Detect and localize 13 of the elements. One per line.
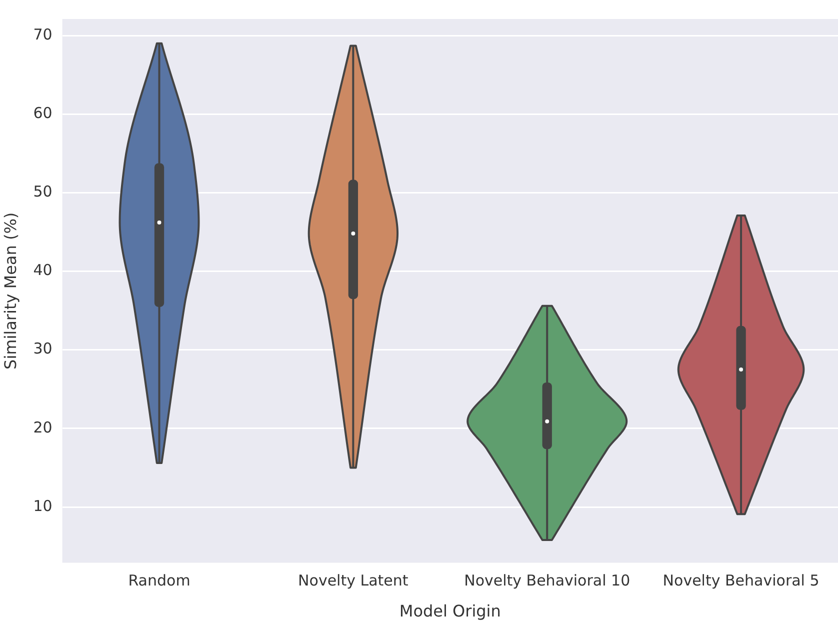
y-tick-label: 40 [33, 261, 52, 280]
x-tick-label: Novelty Behavioral 5 [662, 572, 820, 590]
y-tick-label: 20 [33, 418, 52, 436]
x-tick-label: Novelty Latent [298, 572, 408, 590]
y-tick-label: 30 [33, 340, 52, 358]
y-tick-label: 60 [33, 104, 52, 122]
y-tick-label: 70 [33, 25, 52, 44]
x-tick-label: Novelty Behavioral 10 [464, 572, 630, 590]
x-axis-title: Model Origin [399, 602, 501, 621]
y-axis-title: Similarity Mean (%) [0, 212, 20, 370]
x-tick-label: Random [128, 572, 190, 590]
y-tick-label: 10 [33, 496, 52, 515]
y-tick-label: 50 [33, 182, 52, 201]
